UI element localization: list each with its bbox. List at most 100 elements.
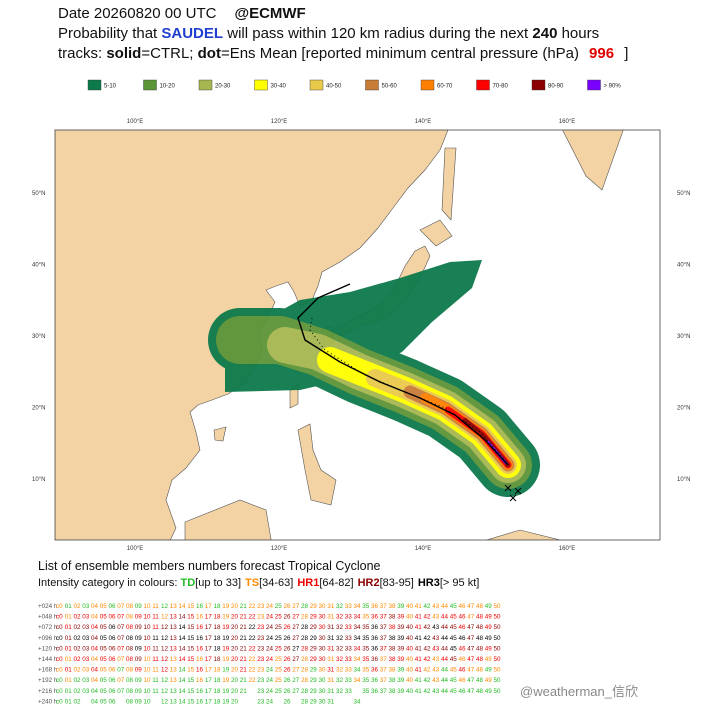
member-number: 05 [100,645,108,652]
member-number: 04 [91,635,99,642]
member-number: 49 [485,656,493,663]
member-number: 04 [91,656,99,663]
member-number: 26 [284,698,292,705]
member-number: 16 [196,603,204,610]
member-number: 43 [432,677,440,684]
member-number: 09 [135,624,143,631]
member-number: 50 [494,635,502,642]
member-number: 30 [319,667,327,674]
member-number: 49 [485,635,493,642]
member-number: 05 [100,667,108,674]
member-number: 37 [380,603,388,610]
member-number: 34 [354,614,362,621]
member-number: 15 [187,656,195,663]
date: Date 20260820 00 UTC [58,5,217,22]
member-number: 31 [327,603,335,610]
member-number: 42 [424,614,432,621]
member-number: c0 [56,614,63,621]
member-number: 44 [441,656,449,663]
member-number: 28 [301,698,309,705]
member-number: 13 [170,688,178,695]
member-number: 50 [494,677,502,684]
member-number: 47 [467,656,475,663]
member-number: 06 [109,698,117,705]
member-number: 41 [415,614,423,621]
ensemble-mean-track [309,317,507,463]
member-number: 44 [441,624,449,631]
member-number: 12 [161,656,169,663]
member-number: 21 [240,645,248,652]
member-number: 49 [485,688,493,695]
member-number: 13 [170,603,178,610]
member-number: 09 [135,698,143,705]
member-number: 13 [170,624,178,631]
member-number: 06 [109,667,117,674]
member-number: 31 [327,624,335,631]
member-number: 42 [424,656,432,663]
legend-label: 5-10 [104,84,117,90]
member-number: 29 [310,688,318,695]
member-number: 10 [144,667,152,674]
member-number: 16 [196,635,204,642]
member-number: 18 [214,645,222,652]
member-number: 20 [231,688,239,695]
category-range: [up to 33] [195,577,241,589]
member-number: 07 [117,656,125,663]
member-number: 21 [240,656,248,663]
member-number: 47 [467,635,475,642]
member-number: 17 [205,688,213,695]
member-number: 03 [82,614,90,621]
member-number: 08 [126,645,134,652]
member-number: 25 [275,624,283,631]
member-number: 43 [432,645,440,652]
member-number: 39 [397,677,405,684]
header-part: will pass within 120 km radius during th… [223,25,532,42]
member-number: 30 [319,614,327,621]
member-number: 32 [336,677,344,684]
member-number: 10 [144,603,152,610]
header-part: Probability that [58,25,161,42]
member-number: 11 [152,624,159,631]
member-number: 31 [327,667,335,674]
member-number: 28 [301,645,309,652]
new-guinea [485,529,561,540]
lon-label-top: 140°E [415,119,431,125]
member-number: 20 [231,677,239,684]
map-labels: 100°E 100°E 120°E 120°E 140°E 140°E 160°E 160°E… [32,119,690,552]
member-number: 01 [65,635,73,642]
member-number: 30 [319,635,327,642]
legend-label: 60-70 [437,84,453,90]
member-number: 36 [371,624,379,631]
member-number: 19 [222,603,230,610]
member-number: 19 [222,645,230,652]
member-number: 24 [266,677,274,684]
member-number: 09 [135,688,143,695]
member-number: 19 [222,614,230,621]
member-number: 27 [292,635,300,642]
member-number: c0 [56,698,63,705]
member-number: 04 [91,688,99,695]
map [55,130,660,540]
member-number: 38 [389,667,397,674]
member-number: 29 [310,677,318,684]
member-number: 38 [389,614,397,621]
member-number: 37 [380,688,388,695]
member-number: 03 [82,635,90,642]
member-number: 02 [74,688,82,695]
member-number: 03 [82,645,90,652]
category-range: [83-95] [380,577,414,589]
category-range: [64-82] [319,577,353,589]
member-number: 26 [284,603,292,610]
member-number: 13 [170,677,178,684]
row-label: +168 h [38,667,58,674]
member-number: 18 [214,698,222,705]
member-number: 37 [380,667,388,674]
member-number: 01 [65,624,73,631]
member-number: 48 [476,656,484,663]
legend-label: > 90% [604,84,622,90]
member-number: c0 [56,688,63,695]
member-number: 32 [336,624,344,631]
legend-label: 80-90 [548,84,564,90]
member-number: c0 [56,603,63,610]
